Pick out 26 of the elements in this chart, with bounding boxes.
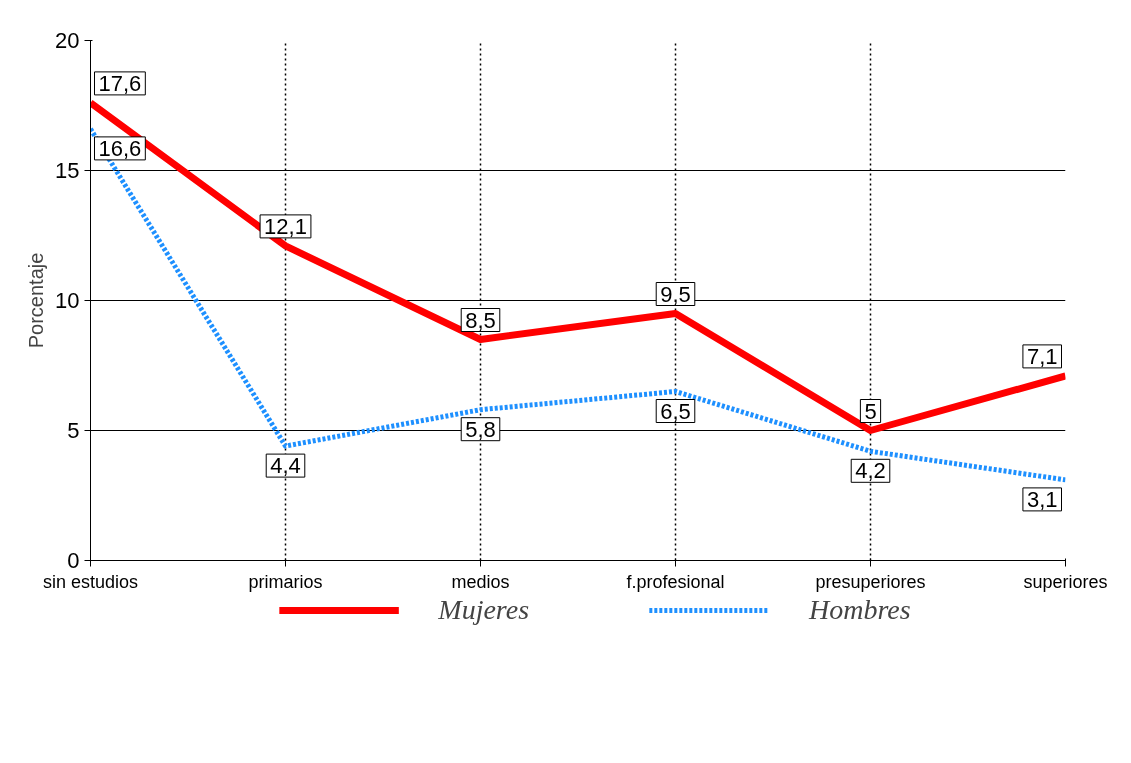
data-label: 5	[864, 398, 877, 424]
data-label: 5,8	[465, 416, 496, 442]
x-tick-label: presuperiores	[815, 571, 926, 592]
data-label: 4,2	[855, 458, 886, 484]
data-label: 4,4	[270, 453, 301, 479]
data-label: 17,6	[98, 70, 142, 96]
data-label: 6,5	[660, 398, 691, 424]
x-tick-label: f.profesional	[626, 571, 725, 592]
legend-label: Mujeres	[438, 594, 530, 626]
y-tick-label: 10	[55, 288, 80, 313]
data-label: 7,1	[1026, 343, 1058, 369]
data-label: 3,1	[1026, 486, 1058, 512]
y-axis-title: Porcentaje	[25, 252, 48, 349]
y-tick-label: 15	[55, 158, 80, 183]
y-tick-label: 20	[55, 28, 80, 53]
data-label: 16,6	[98, 135, 142, 161]
x-tick-label: superiores	[1023, 571, 1108, 592]
data-label: 8,5	[465, 307, 496, 333]
data-label: 12,1	[264, 213, 307, 239]
data-label: 9,5	[660, 281, 691, 307]
x-tick-label: sin estudios	[42, 571, 139, 592]
x-tick-label: primarios	[248, 571, 323, 592]
y-tick-label: 5	[67, 418, 80, 443]
legend-label: Hombres	[809, 594, 911, 626]
x-tick-label: medios	[451, 571, 510, 592]
y-tick-label: 0	[67, 548, 80, 573]
